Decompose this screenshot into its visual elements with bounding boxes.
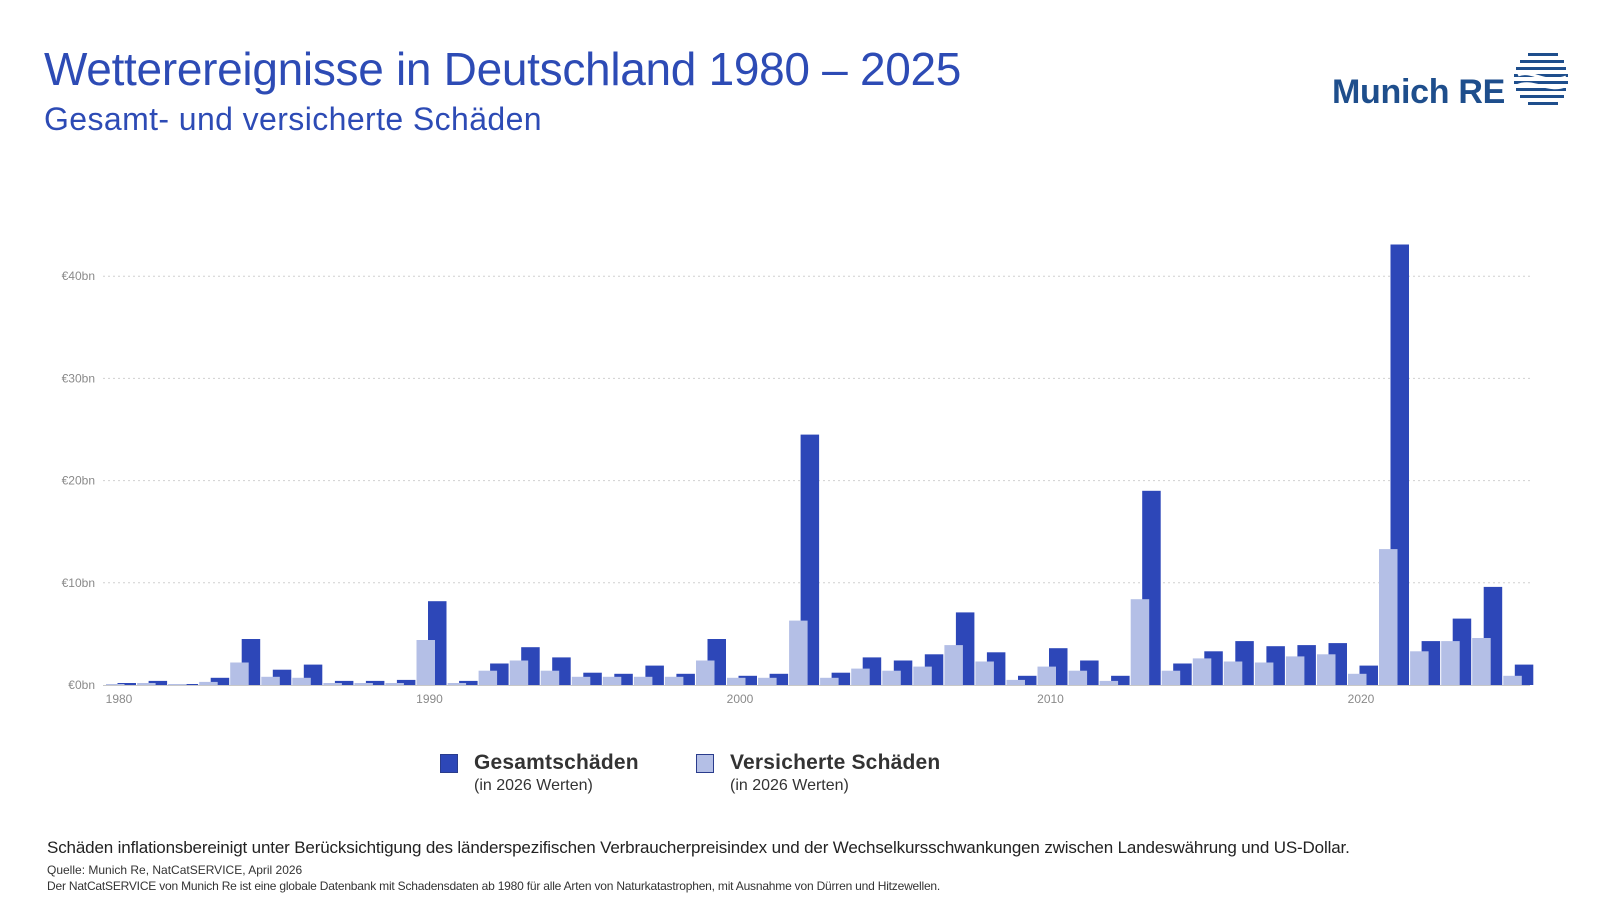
bar-versichert-1983 xyxy=(199,681,218,685)
bar-versichert-2006 xyxy=(913,666,932,685)
bar-versichert-2022 xyxy=(1410,651,1429,685)
logo-text: Munich RE xyxy=(1332,73,1505,111)
bar-versichert-1988 xyxy=(354,683,373,685)
bar-gesamt-2000 xyxy=(738,675,757,685)
y-tick-label: €30bn xyxy=(62,371,95,385)
bar-gesamt-1987 xyxy=(334,680,354,685)
legend-label-gesamtschaeden: Gesamtschäden xyxy=(474,751,639,774)
bar-versichert-2010 xyxy=(1037,666,1056,685)
bar-versichert-1986 xyxy=(292,677,311,685)
bar-versichert-2013 xyxy=(1130,599,1150,685)
bar-versichert-1991 xyxy=(447,683,467,685)
legend-note-gesamtschaeden: (in 2026 Werten) xyxy=(474,777,593,794)
bar-gesamt-1998 xyxy=(676,673,695,685)
legend-swatch-versicherte-schaeden xyxy=(696,754,714,773)
chart-title: Wetterereignisse in Deutschland 1980 – 2… xyxy=(44,43,962,95)
loss-bar-chart: €0bn €10bn €20bn €30bn €40bn 1980 1990 2000 2010… xyxy=(62,244,1534,706)
bar-versichert-1995 xyxy=(571,676,591,685)
bar-gesamt-2012 xyxy=(1111,675,1130,685)
bar-versichert-1990 xyxy=(416,640,435,685)
bar-versichert-2015 xyxy=(1192,658,1212,685)
bar-versichert-2016 xyxy=(1223,661,1243,685)
inflation-footnote: Schäden inflationsbereinigt unter Berück… xyxy=(47,838,1350,857)
bar-versichert-1984 xyxy=(230,662,249,685)
bar-versichert-1992 xyxy=(478,670,498,685)
bar-gesamt-1981 xyxy=(148,680,168,685)
bar-versichert-2000 xyxy=(727,677,746,685)
bar-versichert-2004 xyxy=(851,668,870,685)
bar-versichert-1989 xyxy=(385,683,404,685)
x-tick-label: 2010 xyxy=(1037,692,1064,706)
legend-note-versicherte-schaeden: (in 2026 Werten) xyxy=(730,777,849,794)
y-tick-label: €10bn xyxy=(62,576,95,590)
bar-versichert-2011 xyxy=(1068,670,1088,685)
x-tick-label: 2000 xyxy=(727,692,754,706)
bar-versichert-1982 xyxy=(168,684,187,685)
y-tick-label: €40bn xyxy=(62,269,95,283)
bar-versichert-2023 xyxy=(1441,641,1460,685)
bar-gesamt-2001 xyxy=(769,673,789,685)
bar-versichert-2002 xyxy=(789,620,808,685)
munich-re-emblem-icon xyxy=(1514,53,1568,105)
bar-versichert-2017 xyxy=(1254,662,1274,685)
chart-subtitle: Gesamt- und versicherte Schäden xyxy=(44,101,542,137)
y-tick-label: €20bn xyxy=(62,474,95,488)
bar-versichert-2003 xyxy=(820,677,839,685)
bar-versichert-2001 xyxy=(758,677,777,685)
bar-gesamt-1989 xyxy=(396,679,416,685)
bar-versichert-1987 xyxy=(323,683,342,685)
bar-versichert-1996 xyxy=(602,676,622,685)
bar-versichert-1993 xyxy=(509,660,529,685)
bar-versichert-2020 xyxy=(1348,673,1367,685)
bar-versichert-1994 xyxy=(540,670,560,685)
bar-gesamt-1991 xyxy=(459,680,478,685)
bar-versichert-2005 xyxy=(882,670,901,685)
bar-versichert-1998 xyxy=(664,676,684,685)
x-tick-label: 2020 xyxy=(1348,692,1375,706)
bar-versichert-2024 xyxy=(1472,638,1491,685)
bar-versichert-2012 xyxy=(1099,680,1119,685)
bar-gesamt-1980 xyxy=(117,683,136,685)
bar-gesamt-1988 xyxy=(365,680,385,685)
bar-versichert-2007 xyxy=(944,645,963,685)
bar-gesamt-1996 xyxy=(614,673,633,685)
x-tick-label: 1990 xyxy=(416,692,443,706)
source-note: Quelle: Munich Re, NatCatSERVICE, April … xyxy=(47,863,303,877)
natcatservice-disclaimer: Der NatCatSERVICE von Munich Re ist eine… xyxy=(47,879,941,893)
bar-versichert-1985 xyxy=(261,676,280,685)
munich-re-logo: Munich RE xyxy=(1332,51,1570,111)
bar-versichert-1997 xyxy=(633,676,653,685)
y-tick-label: €0bn xyxy=(68,678,95,692)
legend-swatch-gesamtschaeden xyxy=(440,754,458,773)
bar-versichert-2021 xyxy=(1379,549,1398,685)
bar-versichert-1981 xyxy=(137,683,156,685)
bar-versichert-1980 xyxy=(106,684,125,685)
bar-gesamt-1983 xyxy=(210,677,230,685)
bar-gesamt-1982 xyxy=(179,684,199,685)
legend-label-versicherte-schaeden: Versicherte Schäden xyxy=(730,751,941,774)
bar-versichert-2025 xyxy=(1503,675,1522,685)
bar-gesamt-2009 xyxy=(1018,675,1037,685)
bar-versichert-2009 xyxy=(1006,679,1025,685)
bar-versichert-2014 xyxy=(1161,670,1181,685)
bar-versichert-2018 xyxy=(1285,656,1305,685)
x-tick-label: 1980 xyxy=(106,692,133,706)
bar-versichert-2008 xyxy=(975,661,994,685)
bar-versichert-1999 xyxy=(696,660,715,685)
bar-versichert-2019 xyxy=(1317,654,1336,685)
chart-legend: Gesamtschäden (in 2026 Werten) Versicher… xyxy=(440,751,1060,802)
